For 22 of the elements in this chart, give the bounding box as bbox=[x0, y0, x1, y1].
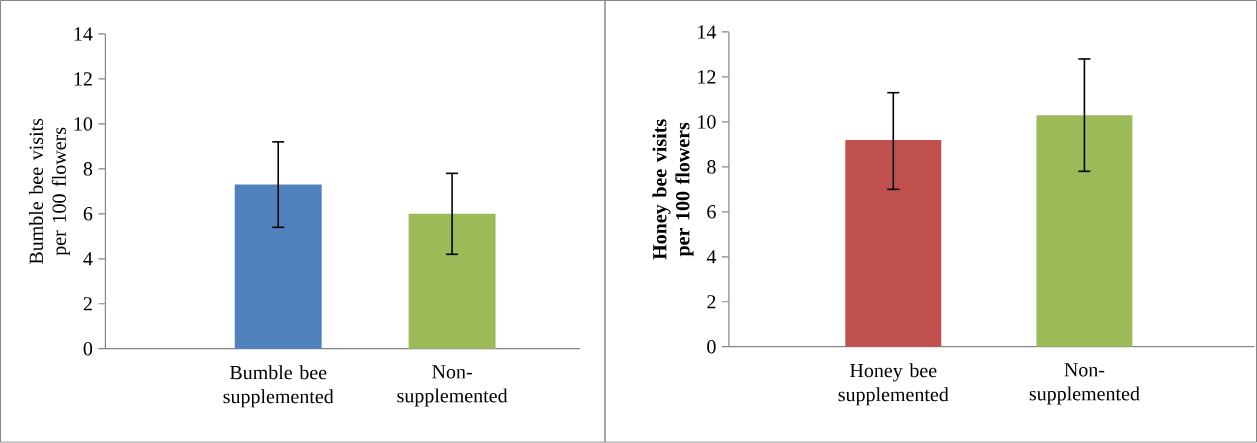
y-tick-label: 0 bbox=[707, 340, 716, 354]
y-axis-title: Honey bee visits per 100 flowers bbox=[652, 119, 694, 260]
y-axis-title: Bumble bee visits per 100 flowers bbox=[28, 118, 71, 265]
y-tick-label: 10 bbox=[74, 117, 93, 131]
y-tick-label: 6 bbox=[707, 205, 716, 219]
y-tick-label: 2 bbox=[83, 297, 92, 311]
y-tick-label: 12 bbox=[698, 70, 716, 84]
y-tick-label: 4 bbox=[83, 252, 93, 266]
x-tick-label: Non-supplemented bbox=[397, 365, 508, 407]
x-tick-label: Non-supplemented bbox=[1029, 363, 1140, 405]
y-tick-label: 14 bbox=[698, 25, 717, 39]
x-tick-label: Honey bee supplemented bbox=[838, 363, 949, 406]
y-tick-label: 10 bbox=[698, 115, 716, 129]
y-tick-label: 12 bbox=[74, 72, 92, 86]
y-tick-label: 0 bbox=[83, 342, 93, 356]
y-tick-label: 4 bbox=[706, 250, 717, 264]
y-tick-label: 8 bbox=[707, 160, 716, 174]
y-tick-label: 2 bbox=[707, 295, 716, 309]
y-tick-label: 6 bbox=[83, 207, 93, 221]
x-tick-label: Bumble bee supplemented bbox=[223, 365, 334, 408]
y-tick-label: 8 bbox=[83, 162, 93, 176]
y-tick-label: 14 bbox=[74, 27, 93, 41]
